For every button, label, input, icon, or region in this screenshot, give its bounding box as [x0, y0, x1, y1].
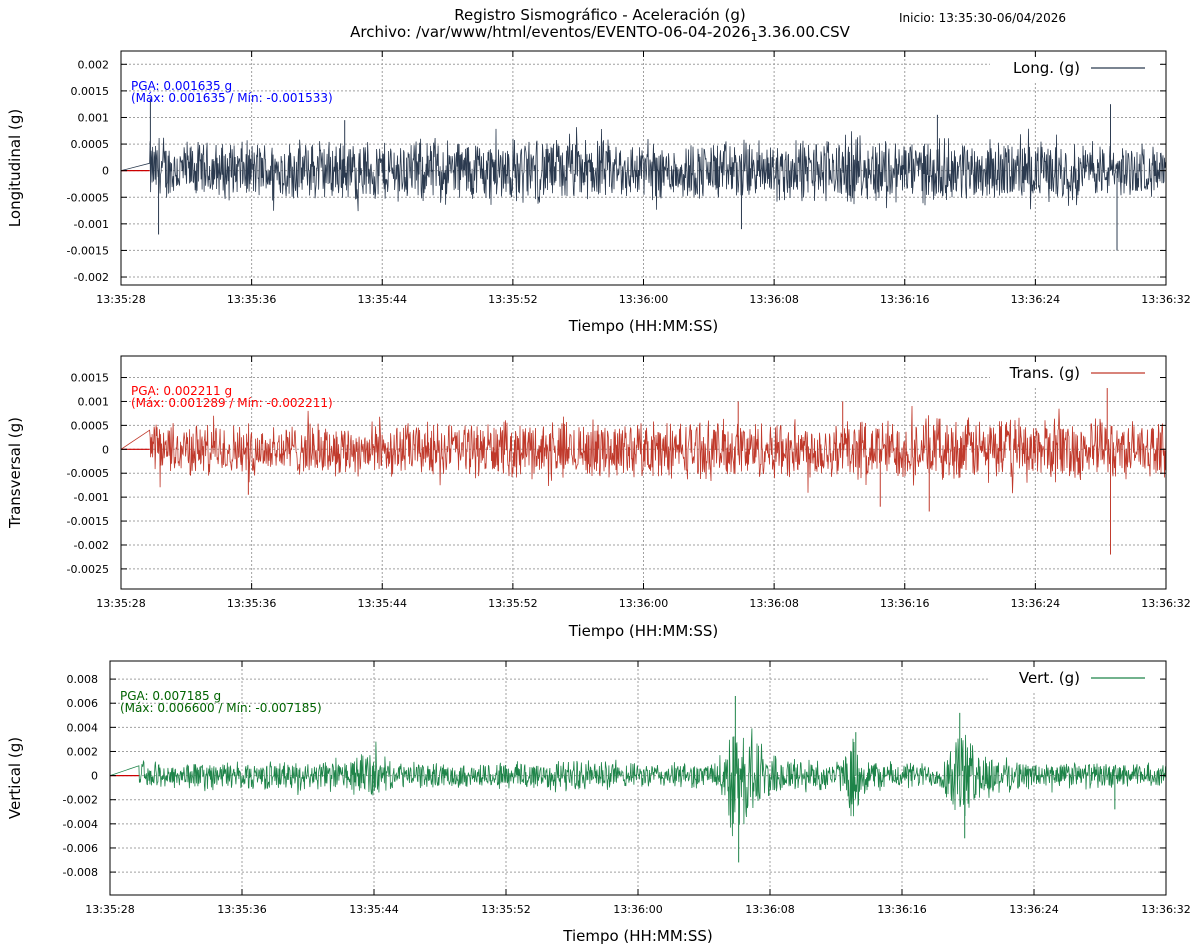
panel-2: 0.0015 0.001 0.0005 0 -0.0005 -0.001 -0.0015 -0… [6, 355, 1191, 640]
waveform-trace [120, 405, 1167, 494]
y-tick-label: -0.0005 [67, 191, 109, 204]
x-tick-label: 13:36:24 [1011, 293, 1060, 306]
x-tick-label: 13:35:52 [488, 597, 537, 610]
x-axis-title: Tiempo (HH:MM:SS) [568, 622, 718, 640]
x-tick-label: 13:36:24 [1011, 597, 1060, 610]
y-tick-label: -0.002 [63, 794, 98, 807]
y-tick-label: 0 [102, 443, 109, 456]
y-tick-label: 0.002 [67, 745, 99, 758]
file-path: Archivo: /var/www/html/eventos/EVENTO-06… [0, 23, 1200, 44]
legend-label: Vert. (g) [1019, 669, 1080, 687]
panel-3: 0.008 0.006 0.004 0.002 0 -0.002 -0.004 -0.006 -… [6, 660, 1191, 945]
y-tick-label: 0 [91, 770, 98, 783]
x-tick-label: 13:35:44 [349, 903, 398, 916]
y-tick-label: 0.0005 [71, 419, 110, 432]
y-tick-label: -0.0015 [67, 244, 109, 257]
x-tick-label: 13:35:44 [358, 293, 407, 306]
y-tick-label: 0.008 [67, 673, 99, 686]
x-tick-label: 13:35:28 [85, 903, 134, 916]
x-tick-label: 13:35:52 [488, 293, 537, 306]
y-tick-label: -0.002 [74, 271, 109, 284]
x-tick-label: 13:36:32 [1141, 903, 1190, 916]
x-tick-label: 13:35:36 [227, 293, 276, 306]
x-tick-label: 13:36:32 [1141, 293, 1190, 306]
x-axis-title: Tiempo (HH:MM:SS) [568, 317, 718, 335]
x-tick-label: 13:36:16 [877, 903, 926, 916]
legend-label: Trans. (g) [1009, 364, 1080, 382]
y-tick-label: 0.0015 [71, 372, 110, 385]
y-tick-label: 0.001 [78, 111, 110, 124]
y-tick-label: -0.0015 [67, 515, 109, 528]
y-tick-label: -0.008 [63, 866, 98, 879]
y-tick-label: -0.001 [74, 218, 109, 231]
start-time-label: Inicio: 13:35:30-06/04/2026 [899, 11, 1066, 25]
y-tick-label: -0.001 [74, 491, 109, 504]
y-tick-label: -0.0005 [67, 467, 109, 480]
pga-label: PGA: 0.002211 g [131, 384, 232, 398]
y-axis-title: Vertical (g) [6, 737, 24, 819]
x-tick-label: 13:35:28 [96, 293, 145, 306]
x-tick-label: 13:35:52 [481, 903, 530, 916]
x-tick-label: 13:36:08 [745, 903, 794, 916]
y-tick-label: -0.006 [63, 842, 98, 855]
panel-1: 0.002 0.0015 0.001 0.0005 0 -0.0005 -0.001 -0.0… [6, 50, 1191, 335]
pga-label: PGA: 0.007185 g [120, 689, 221, 703]
y-tick-label: -0.002 [74, 539, 109, 552]
max-min-label: (Máx: 0.001635 / Mín: -0.001533) [131, 91, 333, 105]
x-tick-label: 13:35:36 [217, 903, 266, 916]
x-tick-label: 13:36:24 [1009, 903, 1058, 916]
legend-label: Long. (g) [1013, 59, 1080, 77]
file-path-prefix: Archivo: /var/www/html/eventos/EVENTO-06… [350, 23, 751, 41]
y-tick-label: 0.0015 [71, 85, 110, 98]
y-tick-label: 0.004 [67, 721, 99, 734]
x-tick-label: 13:36:00 [613, 903, 662, 916]
x-tick-label: 13:36:08 [749, 293, 798, 306]
x-tick-label: 13:36:32 [1141, 597, 1190, 610]
pga-label: PGA: 0.001635 g [131, 79, 232, 93]
y-tick-label: 0.001 [78, 395, 110, 408]
x-axis-title: Tiempo (HH:MM:SS) [562, 927, 712, 945]
waveform-trace [109, 728, 1167, 837]
x-tick-label: 13:35:44 [358, 597, 407, 610]
x-tick-label: 13:36:08 [749, 597, 798, 610]
y-tick-label: 0.0005 [71, 138, 110, 151]
y-tick-label: 0.006 [67, 697, 99, 710]
chart-title: Registro Sismográfico - Aceleración (g) [454, 6, 746, 24]
file-path-subscript: 1 [750, 31, 758, 44]
y-tick-label: 0.002 [78, 58, 110, 71]
x-tick-label: 13:35:28 [96, 597, 145, 610]
y-tick-label: -0.0025 [67, 563, 109, 576]
waveform-trace [120, 127, 1167, 212]
x-tick-label: 13:35:36 [227, 597, 276, 610]
y-tick-label: -0.004 [63, 818, 98, 831]
y-tick-label: 0 [102, 165, 109, 178]
x-tick-label: 13:36:16 [880, 293, 929, 306]
max-min-label: (Máx: 0.001289 / Mín: -0.002211) [131, 396, 333, 410]
y-axis-title: Longitudinal (g) [6, 109, 24, 227]
x-tick-label: 13:36:16 [880, 597, 929, 610]
x-tick-label: 13:36:00 [619, 293, 668, 306]
file-path-suffix: 3.36.00.CSV [757, 23, 850, 41]
x-tick-label: 13:36:00 [619, 597, 668, 610]
y-axis-title: Transversal (g) [6, 417, 24, 529]
max-min-label: (Máx: 0.006600 / Mín: -0.007185) [120, 701, 322, 715]
